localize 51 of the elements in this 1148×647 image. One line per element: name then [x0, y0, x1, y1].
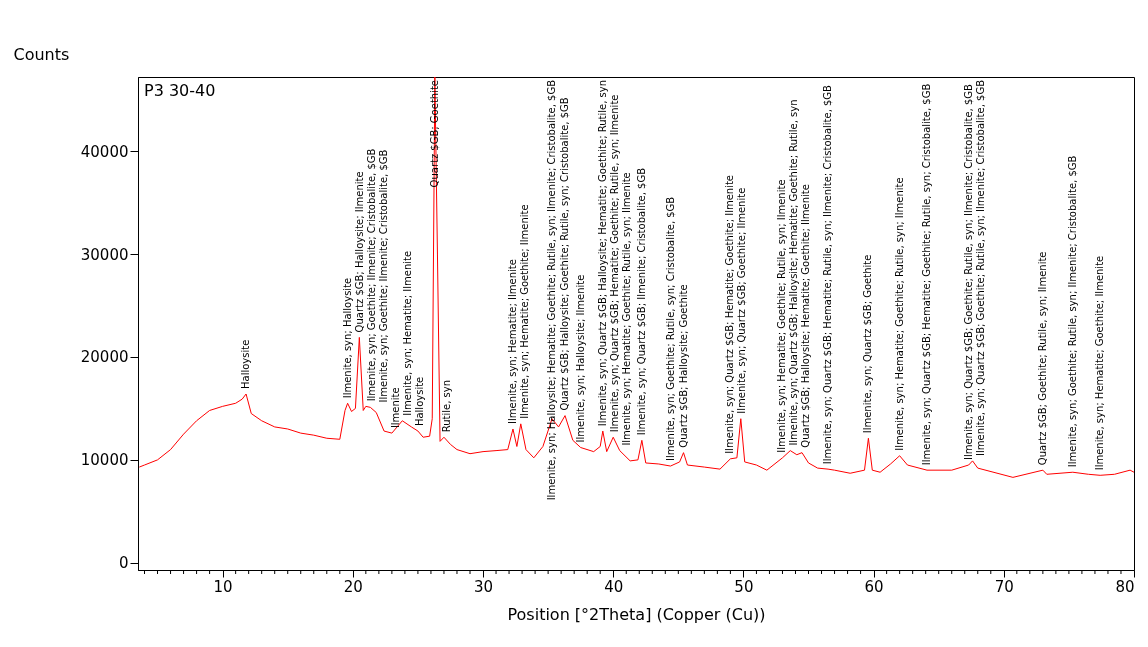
annotation: Ilmenite, syn; Hematite; Ilmenite [401, 250, 413, 416]
annotation: Quartz $GB; Goethite; Rutile, syn; Ilmenite [1036, 251, 1048, 466]
annotation: Ilmenite, syn; Goethite; Rutile, syn; Cristobalite, $GB [664, 196, 676, 462]
y-tick-label: 40000 [80, 142, 129, 161]
annotation: Ilmenite, syn; Hematite; Goethite; Rutile, syn; Ilmenite [776, 179, 788, 453]
annotation: Halloysite [240, 339, 252, 389]
annotation: Quartz $GB; Halloysite; Ilmenite [353, 171, 365, 333]
annotation: P3 30-40 [144, 81, 216, 100]
annotation: Ilmenite, syn; Quartz $GB; Goethite; Rutile, syn; Ilmenite; Cristobalite, $GB [962, 83, 974, 461]
annotation: Rutile, syn [440, 379, 452, 433]
y-tick-label: 30000 [80, 245, 129, 264]
x-tick-label: 40 [604, 577, 624, 596]
annotation: Ilmenite, syn; Hematite; Goethite; Ilmenite [1094, 255, 1106, 471]
annotation: Ilmenite, syn; Quartz $GB; Hematite; Goethite; Ilmenite [724, 174, 736, 454]
y-axis-title: Counts [13, 44, 70, 64]
x-tick-label: 10 [213, 577, 233, 596]
x-tick-label: 20 [343, 577, 363, 596]
annotation: Ilmenite, syn; Goethite; Ilmenite; Cristobalite, $GB [365, 148, 377, 402]
x-axis-title: Position [°2Theta] (Copper (Cu)) [507, 604, 766, 624]
annotation: Ilmenite, syn; Halloysite; Ilmenite [574, 274, 586, 443]
annotation: Ilmenite, syn; Quartz $GB; Halloysite; Hematite; Goethite; Rutile, syn [596, 80, 608, 427]
x-tick-label: 30 [473, 577, 494, 596]
annotation: Ilmenite, syn; Quartz $GB; Goethite; Rutile, syn; Ilmenite; Cristobalite, $GB [974, 79, 986, 456]
x-tick-label: 50 [734, 577, 754, 596]
annotation: Ilmenite, syn; Quartz $GB; Goethite; Ilmenite [736, 187, 748, 414]
annotation: Ilmenite [389, 387, 401, 429]
annotation: Ilmenite, syn; Quartz $GB; Hematite; Goethite; Rutile, syn; Cristobalite, $GB [920, 83, 932, 466]
annotation: Quartz $GB; Halloysite; Goethite [677, 284, 689, 448]
annotation: Ilmenite, syn; Halloysite [341, 277, 353, 399]
annotation: Ilmenite, syn; Halloysite; Hematite; Goethite; Rutile, syn; Ilmenite; Cristobalite, $GB [546, 79, 558, 501]
y-tick-label: 20000 [80, 348, 129, 367]
annotation: Halloysite [413, 376, 425, 427]
annotation: Quartz $GB; Halloysite; Hematite; Goethite; Ilmenite [800, 184, 812, 448]
y-tick-label: 0 [118, 554, 129, 573]
annotation: Ilmenite, syn; Quartz $GB; Hematite; Rutile, syn; Ilmenite; Cristobalite, $GB [822, 84, 834, 465]
x-tick-label: 80 [1115, 577, 1135, 596]
x-tick-label: 70 [994, 577, 1014, 596]
annotation: Ilmenite, syn; Hematite; Goethite; Rutile, syn; Ilmenite [620, 172, 632, 446]
annotation: Quartz $GB; Halloysite; Goethite; Rutile, syn; Cristobalite, $GB [559, 97, 571, 411]
annotation: Ilmenite, syn; Quartz $GB; Halloysite; Hematite; Goethite; Rutile, syn [788, 99, 800, 446]
annotation: Ilmenite, syn; Quartz $GB; Hematite; Goethite; Rutile, syn; Ilmenite [608, 94, 620, 433]
annotation: Ilmenite, syn; Quartz $GB; Ilmenite; Cristobalite, $GB [635, 167, 647, 436]
annotation: Quartz $GB; Goethite [428, 80, 440, 188]
annotation: Ilmenite, syn; Hematite; Goethite; Ilmenite [518, 204, 530, 419]
y-tick-label: 10000 [80, 451, 129, 470]
annotation: Ilmenite, syn; Quartz $GB; Goethite [862, 254, 874, 434]
annotation: Ilmenite, syn; Goethite; Ilmenite; Cristobalite, $GB [377, 149, 389, 403]
annotation: Ilmenite, syn; Hematite; Ilmenite [506, 259, 518, 424]
annotation: Ilmenite, syn; Goethite; Rutile, syn; Ilmenite; Cristobalite, $GB [1066, 155, 1078, 468]
x-tick-label: 60 [864, 577, 884, 596]
annotation: Ilmenite, syn; Hematite; Goethite; Rutile, syn; Ilmenite [893, 177, 905, 451]
